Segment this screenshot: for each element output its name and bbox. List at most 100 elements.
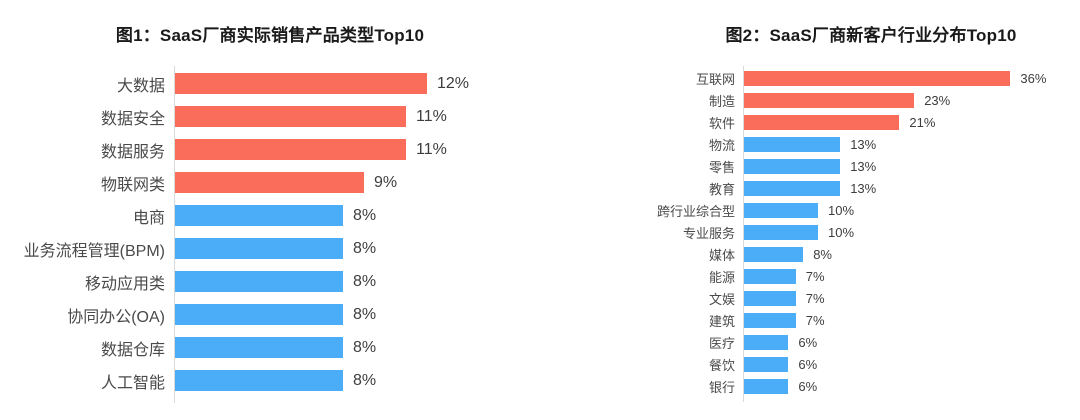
category-label: 互联网 xyxy=(695,71,735,87)
category-label: 软件 xyxy=(708,115,735,131)
bar xyxy=(744,334,789,350)
category-label: 建筑 xyxy=(708,313,735,329)
chart-panel-customer-industries: 图2：SaaS厂商新客户行业分布Top10 互联网 36% 制造 23% 软件 21% 物流… xyxy=(540,0,1080,420)
bar xyxy=(175,106,406,127)
value-label: 12% xyxy=(437,74,470,92)
bar-row: 教育 13% xyxy=(540,177,1080,199)
category-label: 移动应用类 xyxy=(84,275,165,293)
bar-row: 餐饮 6% xyxy=(540,353,1080,375)
bar xyxy=(744,92,915,108)
value-label: 8% xyxy=(353,371,377,389)
value-label: 23% xyxy=(924,92,951,108)
category-label: 数据安全 xyxy=(100,110,165,128)
value-label: 8% xyxy=(813,246,832,262)
bar xyxy=(175,205,343,226)
category-label: 媒体 xyxy=(708,247,735,263)
value-label: 11% xyxy=(416,107,447,125)
bar xyxy=(744,136,841,152)
value-label: 8% xyxy=(353,239,377,257)
category-label: 餐饮 xyxy=(708,357,735,373)
value-label: 8% xyxy=(353,338,377,356)
chart-title: 图2：SaaS厂商新客户行业分布Top10 xyxy=(725,26,1017,45)
bar-row: 数据仓库 8% xyxy=(0,331,540,364)
bar xyxy=(744,378,789,394)
category-label: 医疗 xyxy=(708,335,735,351)
category-label: 业务流程管理(BPM) xyxy=(23,242,165,260)
value-label: 9% xyxy=(374,173,398,191)
category-label: 零售 xyxy=(708,159,735,175)
bar xyxy=(744,356,789,372)
value-label: 8% xyxy=(353,206,377,224)
bar-row: 业务流程管理(BPM) 8% xyxy=(0,232,540,265)
bar xyxy=(744,224,818,240)
bar-row: 人工智能 8% xyxy=(0,364,540,397)
bar xyxy=(744,312,796,328)
bar-row: 媒体 8% xyxy=(540,243,1080,265)
y-axis-line xyxy=(174,66,175,403)
category-label: 银行 xyxy=(708,379,735,395)
bar xyxy=(175,370,343,391)
category-label: 专业服务 xyxy=(682,225,735,241)
value-label: 21% xyxy=(909,114,936,130)
category-label: 制造 xyxy=(708,93,735,109)
bar xyxy=(175,337,343,358)
value-label: 6% xyxy=(798,334,818,350)
category-label: 数据仓库 xyxy=(100,341,165,359)
category-label: 跨行业综合型 xyxy=(656,203,735,219)
category-label: 教育 xyxy=(708,181,735,197)
category-label: 电商 xyxy=(132,209,165,227)
bar-row: 能源 7% xyxy=(540,265,1080,287)
bar xyxy=(744,246,804,262)
bar-row: 物流 13% xyxy=(540,133,1080,155)
bar-row: 建筑 7% xyxy=(540,309,1080,331)
bar xyxy=(744,202,818,218)
bar-row: 互联网 36% xyxy=(540,67,1080,89)
chart-rows: 大数据 12% 数据安全 11% 数据服务 11% 物联网类 9% 电商 8% 业务流程管理(BPM… xyxy=(0,66,540,403)
bar xyxy=(175,73,427,94)
value-label: 10% xyxy=(828,224,855,240)
value-label: 7% xyxy=(805,268,825,284)
category-label: 协同办公(OA) xyxy=(67,308,165,326)
bar-row: 零售 13% xyxy=(540,155,1080,177)
category-label: 物联网类 xyxy=(100,176,165,194)
bar-row: 大数据 12% xyxy=(0,67,540,100)
value-label: 11% xyxy=(416,140,447,158)
bar xyxy=(175,271,343,292)
bar-row: 协同办公(OA) 8% xyxy=(0,298,540,331)
bar xyxy=(175,172,364,193)
bar xyxy=(744,180,841,196)
category-label: 大数据 xyxy=(116,77,165,95)
bar xyxy=(175,139,406,160)
value-label: 7% xyxy=(805,312,825,328)
bar xyxy=(744,290,796,306)
bar-row: 文娱 7% xyxy=(540,287,1080,309)
value-label: 13% xyxy=(850,158,877,174)
bar-row: 软件 21% xyxy=(540,111,1080,133)
bar xyxy=(744,114,900,130)
bar-row: 电商 8% xyxy=(0,199,540,232)
value-label: 13% xyxy=(850,180,877,196)
category-label: 物流 xyxy=(708,137,735,153)
bar-row: 物联网类 9% xyxy=(0,166,540,199)
bar-row: 专业服务 10% xyxy=(540,221,1080,243)
bar xyxy=(175,238,343,259)
bar-row: 跨行业综合型 10% xyxy=(540,199,1080,221)
category-label: 数据服务 xyxy=(100,143,165,161)
value-label: 36% xyxy=(1020,70,1047,86)
bar-row: 数据安全 11% xyxy=(0,100,540,133)
value-label: 8% xyxy=(353,272,377,290)
bar xyxy=(744,70,1011,86)
bar-row: 数据服务 11% xyxy=(0,133,540,166)
value-label: 6% xyxy=(798,356,818,372)
category-label: 能源 xyxy=(708,269,735,285)
bar-row: 银行 6% xyxy=(540,375,1080,397)
value-label: 7% xyxy=(805,290,825,306)
value-label: 6% xyxy=(798,378,818,394)
value-label: 10% xyxy=(828,202,855,218)
category-label: 人工智能 xyxy=(100,374,165,392)
bar xyxy=(744,158,841,174)
bar-row: 移动应用类 8% xyxy=(0,265,540,298)
chart-title: 图1：SaaS厂商实际销售产品类型Top10 xyxy=(115,26,425,45)
value-label: 8% xyxy=(353,305,377,323)
